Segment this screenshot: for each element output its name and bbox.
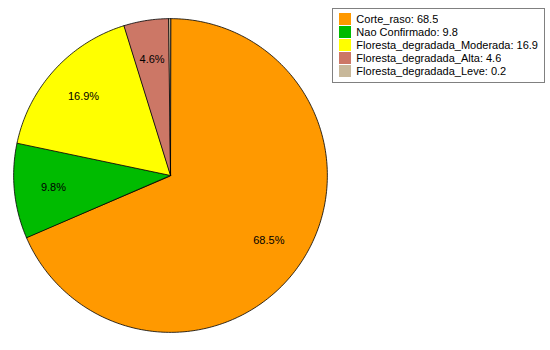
svg-text:16.9%: 16.9% xyxy=(68,90,99,102)
html-text:Floresta_degradada_Moderada: 1: Floresta_degradada_Moderada: 16.9 xyxy=(356,39,538,51)
svg-text:68.5%: 68.5% xyxy=(253,234,284,246)
svg-text:4.6%: 4.6% xyxy=(140,53,165,65)
html-text:Corte_raso: 68.5: Corte_raso: 68.5 xyxy=(356,13,439,25)
html-text:Floresta_degradada_Alta: 4.6: Floresta_degradada_Alta: 4.6 xyxy=(356,52,502,64)
svg-text:9.8%: 9.8% xyxy=(41,181,66,193)
html-text:Nao Confirmado: 9.8: Nao Confirmado: 9.8 xyxy=(356,26,458,38)
html-text:Floresta_degradada_Leve: 0.2: Floresta_degradada_Leve: 0.2 xyxy=(356,65,507,77)
